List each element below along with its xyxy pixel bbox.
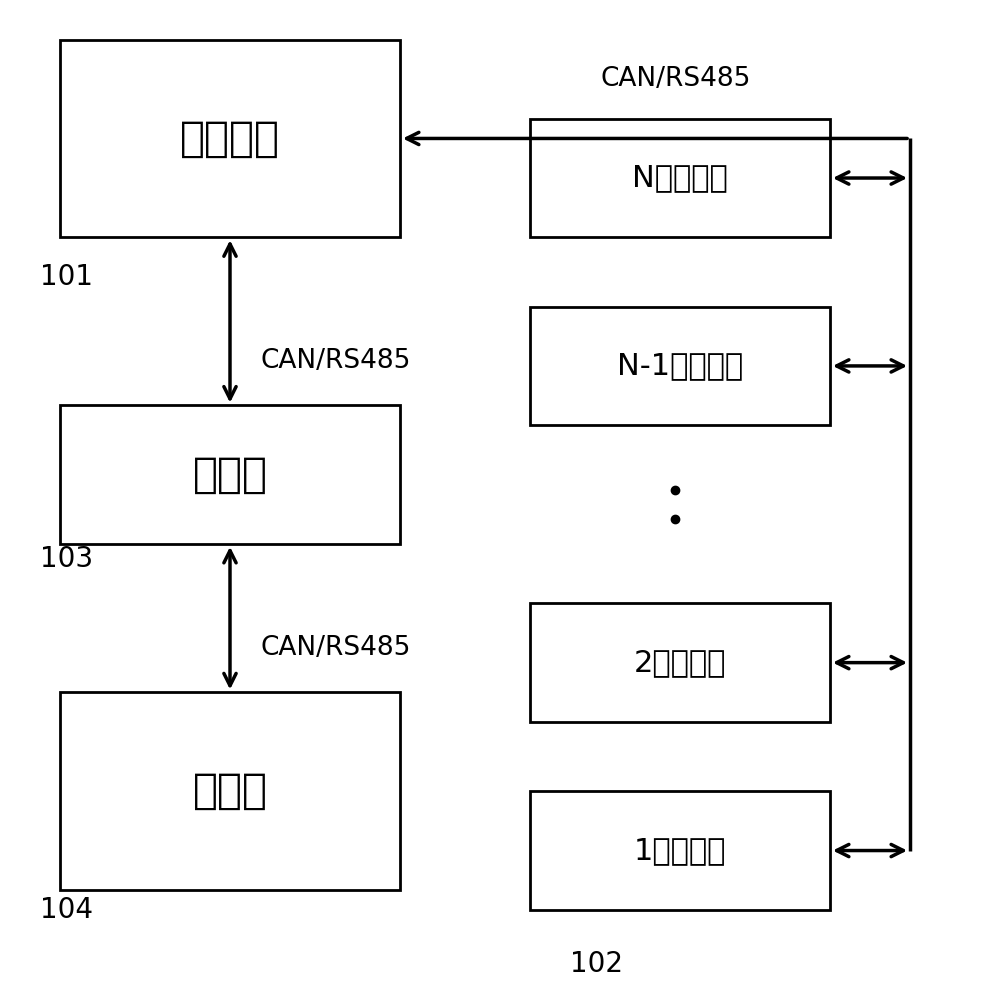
Bar <box>530 307 830 425</box>
Bar <box>60 692 400 890</box>
Text: N-1层外呼板: N-1层外呼板 <box>617 351 743 381</box>
Text: 101: 101 <box>40 263 93 291</box>
Text: 1层外呼板: 1层外呼板 <box>634 836 726 865</box>
Text: 103: 103 <box>40 545 93 573</box>
Text: CAN/RS485: CAN/RS485 <box>260 348 410 374</box>
Text: 2层外呼板: 2层外呼板 <box>634 648 726 677</box>
Bar <box>530 791 830 910</box>
Text: N层外呼板: N层外呼板 <box>632 163 728 193</box>
Bar <box>60 40 400 237</box>
Bar <box>530 603 830 722</box>
Text: 内呼板: 内呼板 <box>192 770 268 812</box>
Text: 102: 102 <box>570 950 623 978</box>
Text: CAN/RS485: CAN/RS485 <box>600 66 750 92</box>
Bar <box>530 119 830 237</box>
Text: 轿顶板: 轿顶板 <box>192 454 268 495</box>
Text: CAN/RS485: CAN/RS485 <box>260 635 410 661</box>
Text: 104: 104 <box>40 896 93 924</box>
Text: 主控制器: 主控制器 <box>180 118 280 159</box>
Bar <box>60 405 400 544</box>
